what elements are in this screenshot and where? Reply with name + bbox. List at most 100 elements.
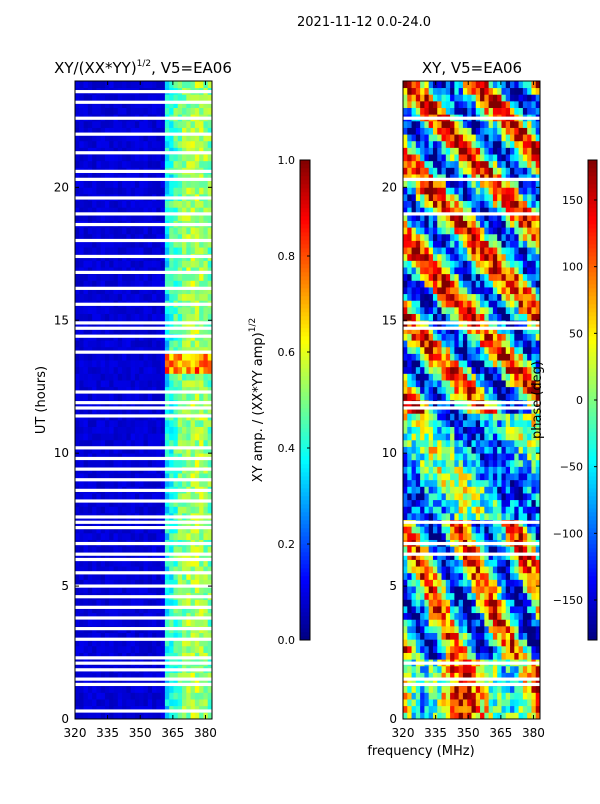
heatmap-cell (433, 593, 438, 600)
heatmap-cell (472, 526, 477, 533)
heatmap-cell (169, 247, 174, 254)
heatmap-cell (148, 599, 153, 606)
heatmap-cell (527, 619, 532, 626)
heatmap-cell (531, 566, 536, 573)
heatmap-cell (489, 706, 494, 713)
heatmap-cell (139, 121, 144, 128)
heatmap-cell (195, 546, 200, 553)
heatmap-cell (79, 546, 84, 553)
heatmap-cell (429, 533, 434, 540)
heatmap-cell (510, 447, 515, 454)
heatmap-cell (131, 307, 136, 314)
heatmap-cell (191, 280, 196, 287)
heatmap-cell (476, 460, 481, 467)
heatmap-cell (195, 94, 200, 101)
heatmap-cell (135, 227, 140, 234)
flagged-gap-row (75, 287, 212, 290)
heatmap-cell (191, 373, 196, 380)
heatmap-cell (493, 546, 498, 553)
heatmap-cell (114, 260, 119, 267)
heatmap-cell (489, 606, 494, 613)
heatmap-cell (101, 314, 106, 321)
heatmap-cell (531, 440, 536, 447)
left-title-tail: , V5=EA06 (151, 59, 232, 77)
heatmap-cell (519, 579, 524, 586)
heatmap-cell (463, 526, 468, 533)
heatmap-cell (122, 686, 127, 693)
flagged-gap-row (75, 709, 212, 712)
heatmap-cell (88, 81, 93, 88)
heatmap-cell (480, 466, 485, 473)
heatmap-cell (424, 706, 429, 713)
heatmap-cell (442, 460, 447, 467)
heatmap-cell (476, 606, 481, 613)
heatmap-cell (480, 513, 485, 520)
heatmap-cell (135, 533, 140, 540)
heatmap-cell (416, 380, 421, 387)
heatmap-cell (144, 307, 149, 314)
heatmap-cell (173, 546, 178, 553)
heatmap-cell (156, 546, 161, 553)
heatmap-cell (484, 466, 489, 473)
heatmap-cell (429, 712, 434, 719)
heatmap-cell (165, 227, 170, 234)
heatmap-cell (463, 500, 468, 507)
heatmap-cell (472, 633, 477, 640)
heatmap-cell (497, 393, 502, 400)
heatmap-cell (144, 373, 149, 380)
heatmap-cell (96, 692, 101, 699)
heatmap-cell (424, 566, 429, 573)
heatmap-cell (497, 633, 502, 640)
heatmap-cell (199, 274, 204, 281)
heatmap-cell (156, 440, 161, 447)
heatmap-cell (450, 633, 455, 640)
heatmap-cell (173, 260, 178, 267)
heatmap-cell (148, 121, 153, 128)
heatmap-cell (173, 280, 178, 287)
heatmap-cell (463, 692, 468, 699)
heatmap-cell (79, 121, 84, 128)
heatmap-cell (454, 526, 459, 533)
heatmap-cell (416, 712, 421, 719)
heatmap-cell (501, 373, 506, 380)
colorbar-segment (300, 396, 310, 400)
heatmap-cell (433, 486, 438, 493)
heatmap-cell (109, 294, 114, 301)
heatmap-cell (156, 187, 161, 194)
heatmap-cell (131, 440, 136, 447)
heatmap-cell (156, 314, 161, 321)
heatmap-cell (156, 201, 161, 208)
heatmap-cell (514, 626, 519, 633)
heatmap-cell (152, 712, 157, 719)
heatmap-cell (454, 686, 459, 693)
heatmap-cell (501, 546, 506, 553)
heatmap-cell (407, 533, 412, 540)
heatmap-cell (199, 433, 204, 440)
heatmap-cell (178, 201, 183, 208)
heatmap-cell (476, 447, 481, 454)
heatmap-cell (480, 692, 485, 699)
left-y-axis-label: UT (hours) (34, 366, 49, 434)
heatmap-cell (199, 260, 204, 267)
heatmap-cell (144, 121, 149, 128)
flagged-gap-row (75, 542, 212, 545)
heatmap-cell (118, 314, 123, 321)
heatmap-cell (161, 227, 166, 234)
heatmap-cell (199, 506, 204, 513)
heatmap-cell (519, 560, 524, 567)
heatmap-cell (501, 420, 506, 427)
heatmap-cell (429, 639, 434, 646)
heatmap-cell (126, 154, 131, 161)
heatmap-cell (446, 513, 451, 520)
heatmap-cell (84, 260, 89, 267)
heatmap-cell (114, 420, 119, 427)
heatmap-cell (514, 586, 519, 593)
heatmap-cell (454, 440, 459, 447)
heatmap-cell (79, 427, 84, 434)
heatmap-cell (139, 294, 144, 301)
heatmap-cell (407, 480, 412, 487)
heatmap-cell (173, 154, 178, 161)
heatmap-cell (480, 367, 485, 374)
heatmap-cell (476, 686, 481, 693)
heatmap-cell (484, 573, 489, 580)
